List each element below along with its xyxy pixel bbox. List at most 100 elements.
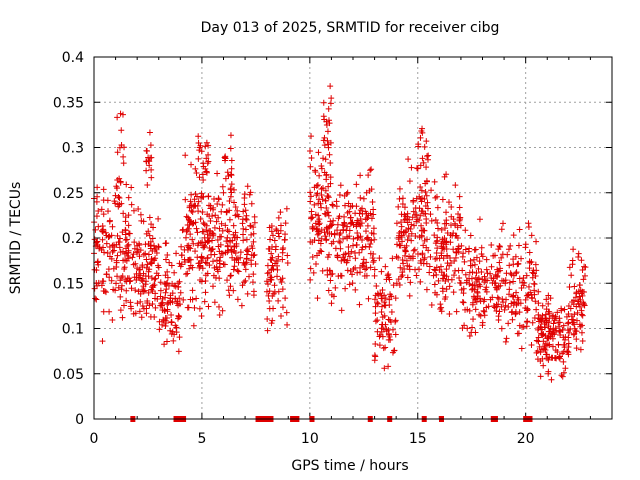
data-point <box>581 302 588 309</box>
data-point <box>95 223 102 230</box>
data-point <box>234 207 241 214</box>
data-point <box>412 233 419 240</box>
data-point <box>193 225 200 232</box>
data-point <box>578 329 585 336</box>
data-point <box>323 205 330 212</box>
data-point <box>218 220 225 227</box>
data-point <box>195 260 202 267</box>
data-point <box>117 179 124 186</box>
data-point <box>273 257 280 264</box>
data-point <box>200 220 207 227</box>
data-point <box>504 251 511 258</box>
data-point <box>395 254 402 261</box>
data-point <box>490 275 497 282</box>
data-point <box>144 147 151 154</box>
data-point <box>509 316 516 323</box>
data-point <box>235 213 242 220</box>
data-point <box>363 189 370 196</box>
data-point <box>571 283 578 290</box>
data-point <box>235 259 242 266</box>
data-point <box>157 302 164 309</box>
data-point <box>165 282 172 289</box>
data-point <box>117 249 124 256</box>
data-point <box>171 269 178 276</box>
data-point <box>190 322 197 329</box>
x-axis-label: GPS time / hours <box>291 458 408 474</box>
data-point <box>205 193 212 200</box>
data-point <box>325 117 332 124</box>
data-point <box>195 139 202 146</box>
data-point <box>193 169 200 176</box>
data-point <box>231 257 238 264</box>
data-point <box>418 222 425 229</box>
data-point <box>408 164 415 171</box>
data-point <box>399 272 406 279</box>
data-point <box>145 273 152 280</box>
data-point <box>537 316 544 323</box>
data-point <box>320 155 327 162</box>
data-point <box>264 327 271 334</box>
data-point <box>193 295 200 302</box>
data-point <box>407 255 414 262</box>
data-point <box>227 272 234 279</box>
data-point <box>284 321 291 328</box>
data-point <box>368 237 375 244</box>
data-point <box>142 250 149 257</box>
data-point <box>417 278 424 285</box>
data-point <box>157 279 164 286</box>
data-point <box>326 120 333 127</box>
data-point <box>219 307 226 314</box>
data-point <box>198 194 205 201</box>
data-point <box>360 256 367 263</box>
data-point <box>455 248 462 255</box>
y-tick-label: 0.15 <box>53 276 84 292</box>
data-point <box>559 350 566 357</box>
data-point <box>110 286 117 293</box>
data-point <box>195 240 202 247</box>
data-point <box>535 288 542 295</box>
data-point <box>177 289 184 296</box>
data-point <box>328 240 335 247</box>
data-point <box>100 186 107 193</box>
data-point <box>370 257 377 264</box>
data-point <box>417 184 424 191</box>
data-point <box>122 245 129 252</box>
data-point <box>428 301 435 308</box>
data-point <box>386 317 393 324</box>
data-point <box>448 203 455 210</box>
data-point <box>189 208 196 215</box>
data-point <box>99 222 106 229</box>
y-tick-label: 0.25 <box>53 186 84 202</box>
data-point <box>337 230 344 237</box>
data-point <box>481 273 488 280</box>
data-point <box>202 165 209 172</box>
data-point <box>533 306 540 313</box>
data-point <box>128 184 135 191</box>
data-point <box>203 155 210 162</box>
data-point <box>242 266 249 273</box>
data-point <box>145 228 152 235</box>
data-point <box>422 210 429 217</box>
data-point <box>505 320 512 327</box>
data-point <box>545 370 552 377</box>
data-point <box>529 269 536 276</box>
data-point <box>433 271 440 278</box>
data-point <box>466 275 473 282</box>
data-point <box>560 358 567 365</box>
data-point <box>241 201 248 208</box>
data-point <box>228 172 235 179</box>
data-point <box>562 365 569 372</box>
data-point <box>494 294 501 301</box>
data-point <box>189 296 196 303</box>
data-point <box>346 233 353 240</box>
data-point <box>250 230 257 237</box>
data-point <box>505 246 512 253</box>
data-point <box>362 266 369 273</box>
data-point <box>147 260 154 267</box>
data-point <box>539 326 546 333</box>
data-point <box>327 100 334 107</box>
data-point <box>523 272 530 279</box>
data-point <box>437 301 444 308</box>
data-point <box>378 303 385 310</box>
data-point <box>561 342 568 349</box>
